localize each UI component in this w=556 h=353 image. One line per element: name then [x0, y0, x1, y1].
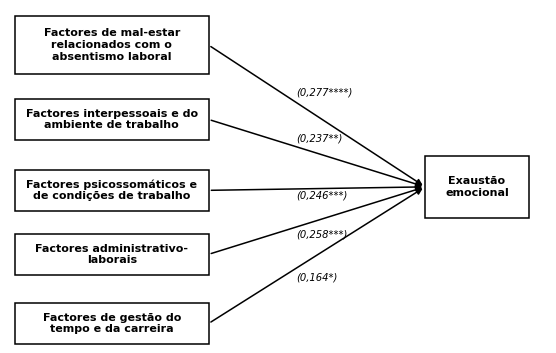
- Bar: [425, 156, 529, 218]
- Bar: [15, 303, 208, 344]
- Text: (0,164*): (0,164*): [296, 273, 337, 283]
- Text: (0,237**): (0,237**): [296, 134, 342, 144]
- Text: Exaustão
emocional: Exaustão emocional: [445, 176, 509, 198]
- Text: (0,258***): (0,258***): [296, 230, 348, 240]
- Bar: [15, 99, 208, 140]
- Text: Factores de mal-estar
relacionados com o
absentismo laboral: Factores de mal-estar relacionados com o…: [43, 29, 180, 62]
- Text: (0,246***): (0,246***): [296, 190, 348, 200]
- Text: Factores administrativo-
laborais: Factores administrativo- laborais: [36, 244, 188, 265]
- Bar: [15, 169, 208, 211]
- Bar: [15, 16, 208, 74]
- Text: (0,277****): (0,277****): [296, 88, 353, 98]
- Text: Factores psicossomáticos e
de condições de trabalho: Factores psicossomáticos e de condições …: [26, 179, 197, 202]
- Bar: [15, 234, 208, 275]
- Text: Factores de gestão do
tempo e da carreira: Factores de gestão do tempo e da carreir…: [43, 313, 181, 334]
- Text: Factores interpessoais e do
ambiente de trabalho: Factores interpessoais e do ambiente de …: [26, 109, 198, 130]
